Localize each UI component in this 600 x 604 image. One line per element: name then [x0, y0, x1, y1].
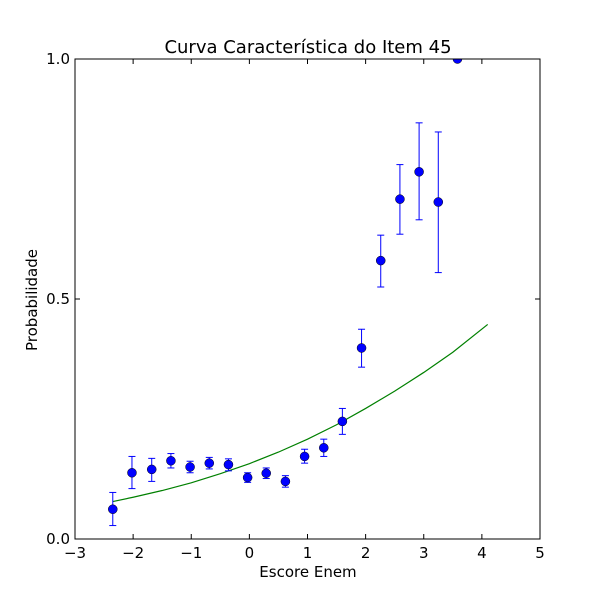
y-tick-label: 0.0 [46, 530, 70, 548]
data-point [356, 343, 367, 353]
plot-area: −3 −2 −1 0 1 2 3 4 5 0.0 0.5 1.0 [46, 50, 545, 562]
data-point [261, 468, 271, 478]
data-point [319, 443, 329, 453]
x-tick-label: −3 [64, 544, 86, 562]
data-point [452, 59, 463, 64]
x-tick-label: 5 [535, 544, 545, 562]
data-point [414, 167, 424, 177]
data-point [127, 468, 137, 478]
x-tick-label: 2 [361, 544, 371, 562]
data-point [375, 255, 386, 266]
x-axis-label: Escore Enem [259, 563, 356, 581]
y-axis-label: Probabilidade [23, 249, 41, 351]
x-tick-label: 0 [245, 544, 255, 562]
data-point [280, 476, 291, 487]
x-tick-label: 4 [477, 544, 487, 562]
data-point [223, 459, 234, 470]
fitted-curve [112, 323, 489, 503]
data-point [337, 416, 348, 427]
x-tick-label: −2 [122, 544, 144, 562]
data-point [242, 472, 253, 483]
x-tick-label: 1 [303, 544, 313, 562]
data-point [185, 462, 195, 472]
data-point [433, 197, 444, 207]
x-tick-label: −1 [180, 544, 202, 562]
data-point [204, 458, 215, 468]
data-point [395, 194, 405, 204]
data-point [299, 451, 310, 462]
plot-marks [108, 59, 489, 527]
data-point [146, 464, 157, 475]
y-tick-label: 0.5 [46, 290, 70, 308]
data-point [108, 504, 118, 514]
x-tick-label: 3 [419, 544, 429, 562]
data-point [166, 456, 176, 466]
y-tick-label: 1.0 [46, 50, 70, 68]
chart-title: Curva Característica do Item 45 [164, 37, 451, 58]
